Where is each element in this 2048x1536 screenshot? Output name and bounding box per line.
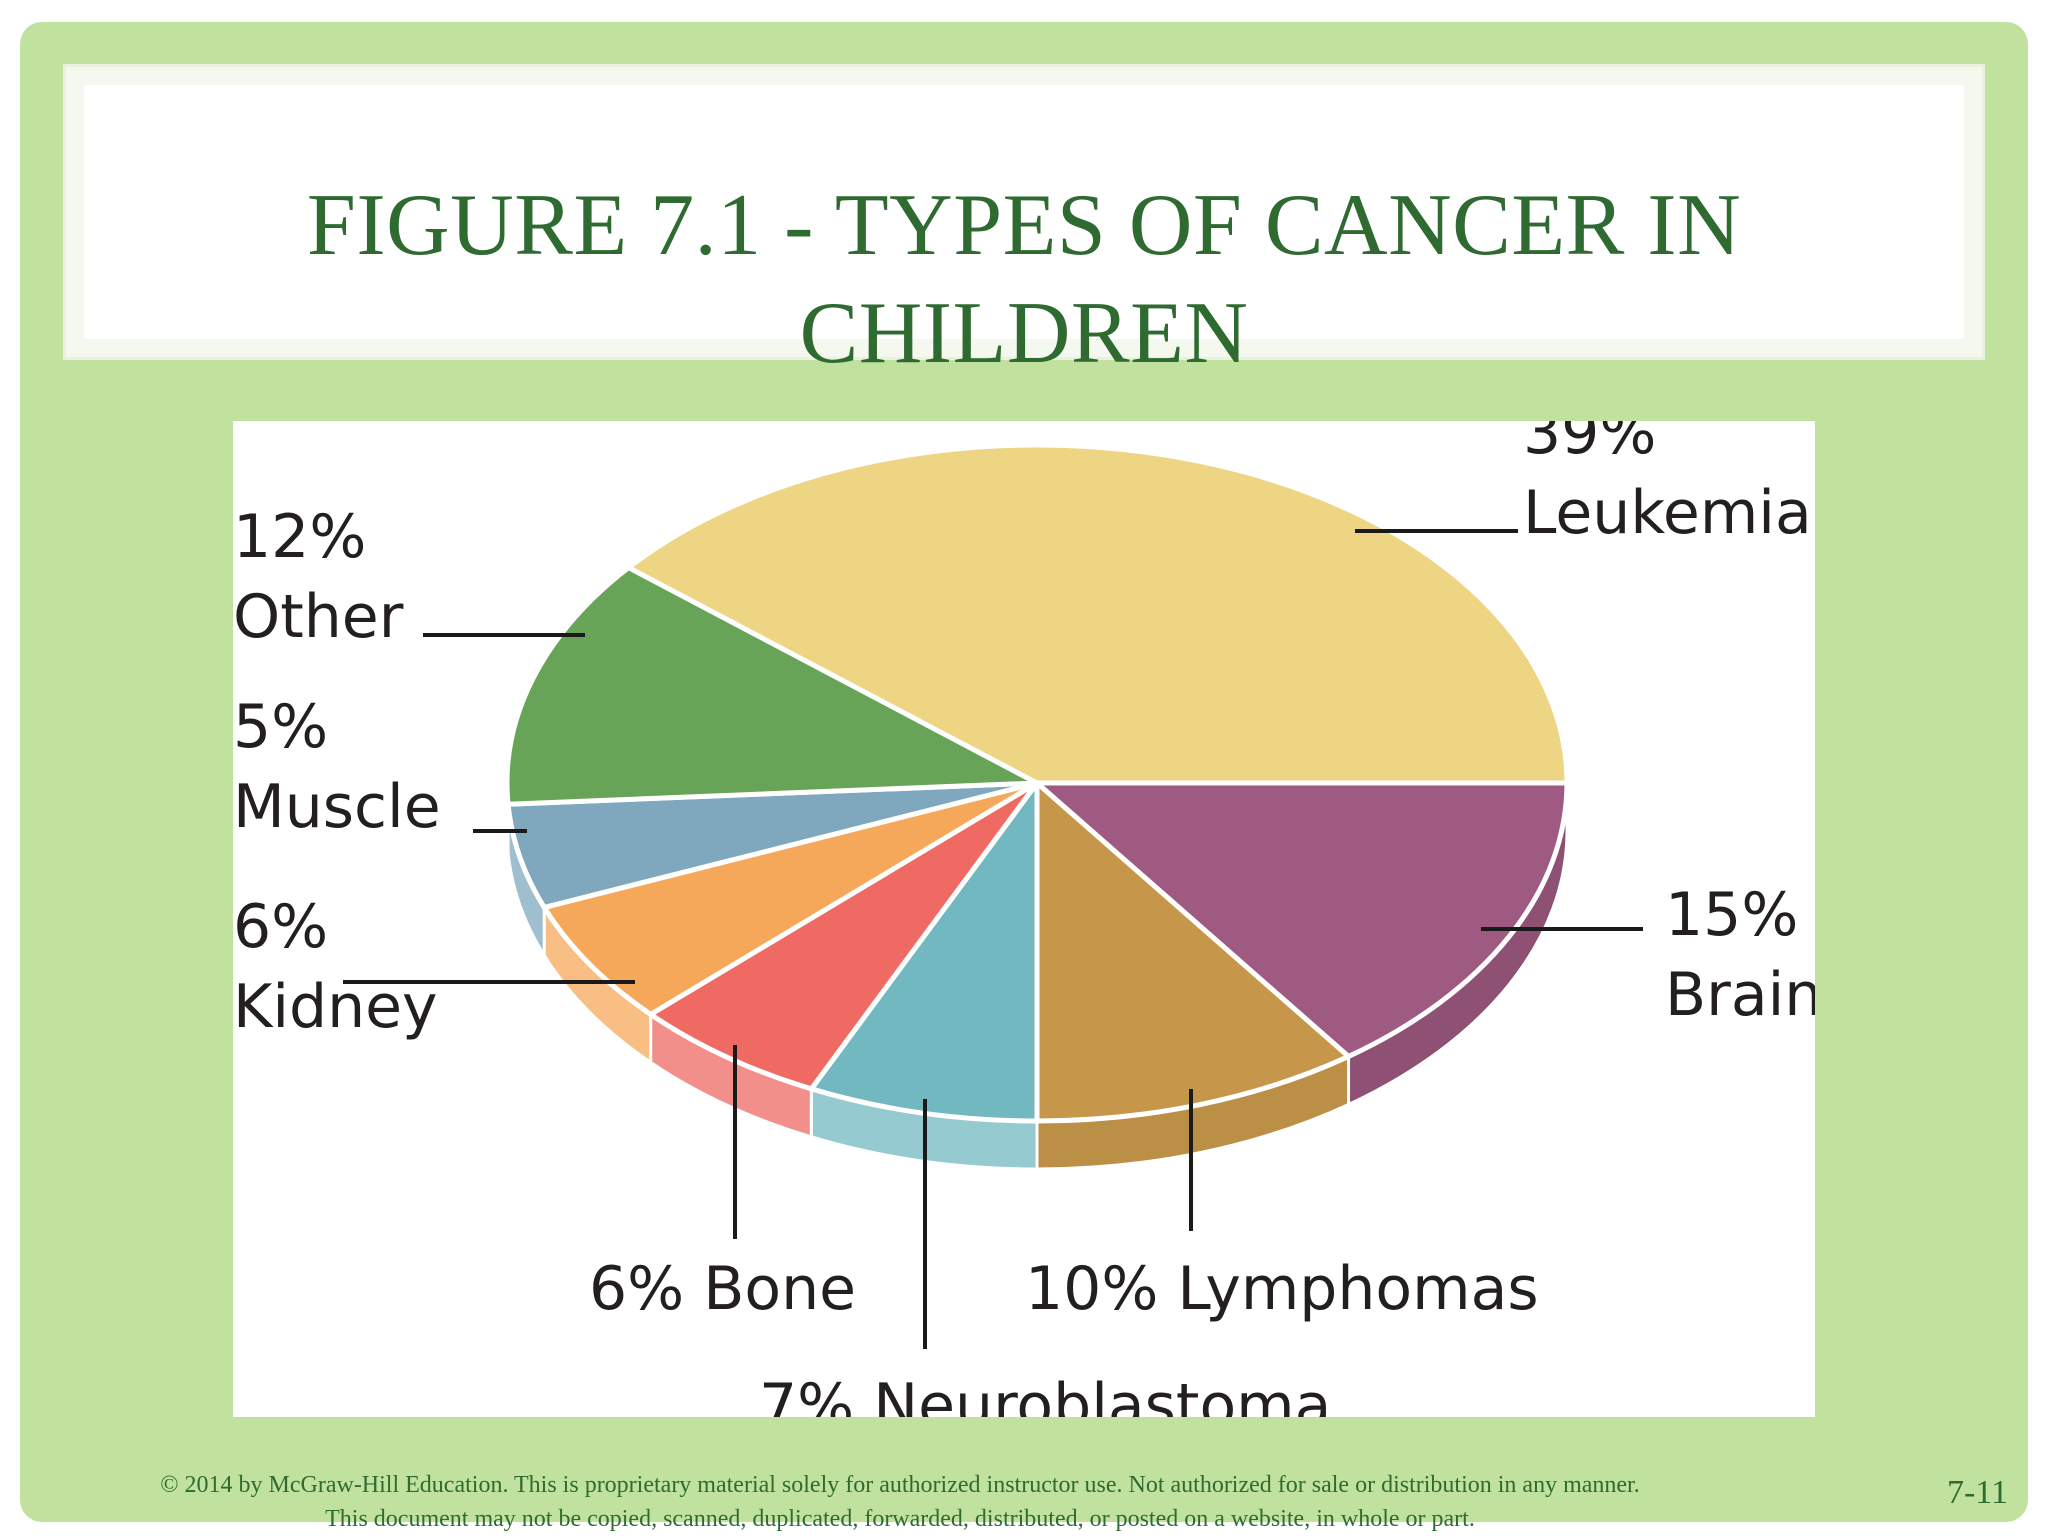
- slice-label-bone: 6% Bone: [589, 1254, 856, 1324]
- title-box: FIGURE 7.1 - TYPES OF CANCER IN CHILDREN: [63, 64, 1985, 382]
- pie-slice-other: [504, 565, 1040, 807]
- slide-number: 7-11: [1946, 1474, 2008, 1511]
- pie-slice-bone: [648, 780, 1040, 1092]
- pie-side-walls: [505, 782, 1569, 1171]
- pie-slice-lymphomas: [1034, 780, 1352, 1124]
- pie-slice-brain: [1034, 780, 1570, 1059]
- slice-label-neuroblastoma: 7% Neuroblastoma: [759, 1371, 1331, 1417]
- slice-label-brain-line-2: Brain: [1665, 960, 1815, 1030]
- footer-line-2: This document may not be copied, scanned…: [325, 1506, 1475, 1532]
- slice-label-muscle-line-1: 5%: [233, 692, 328, 762]
- slide-title: FIGURE 7.1 - TYPES OF CANCER IN CHILDREN: [306, 177, 1742, 382]
- slice-label-lymphomas: 10% Lymphomas: [1025, 1254, 1539, 1324]
- slice-label-other-line-2: Other: [233, 582, 404, 652]
- pie-labels: 39% Leukemia 15% Brain 10% Lymphomas 7% Neuro…: [233, 421, 1815, 1417]
- pie-slice-neuroblastoma: [808, 780, 1040, 1124]
- title-inner: [84, 85, 1964, 339]
- footer-line-1: © 2014 by McGraw-Hill Education. This is…: [160, 1472, 1640, 1498]
- pie-chart-panel: 39% Leukemia 15% Brain 10% Lymphomas 7% Neuro…: [233, 421, 1815, 1417]
- slice-label-leukemia-line-1: 39%: [1523, 421, 1656, 468]
- slice-label-muscle-line-2: Muscle: [233, 772, 441, 842]
- pie-slices: [504, 442, 1570, 1124]
- slice-label-kidney-line-2: Kidney: [233, 972, 438, 1042]
- slice-label-brain-line-1: 15%: [1665, 880, 1798, 950]
- pie-slice-kidney: [541, 780, 1040, 1017]
- footer-copyright: © 2014 by McGraw-Hill Education. This is…: [0, 1468, 1800, 1536]
- pie-slice-leukemia: [626, 442, 1570, 786]
- slice-label-kidney-line-1: 6%: [233, 892, 328, 962]
- slice-label-leukemia-line-2: Leukemia: [1523, 478, 1812, 548]
- pie-chart: 39% Leukemia 15% Brain 10% Lymphomas 7% Neuro…: [233, 421, 1815, 1417]
- slice-label-other-line-1: 12%: [233, 502, 366, 572]
